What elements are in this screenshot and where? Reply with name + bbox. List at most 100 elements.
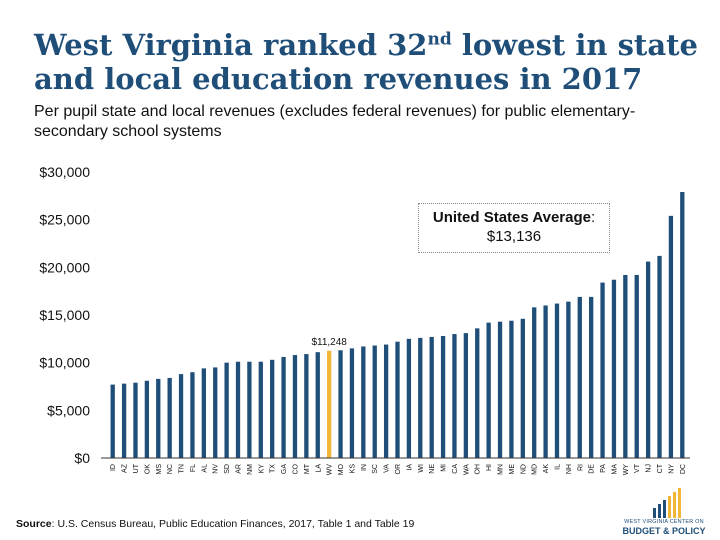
y-tick-label: $5,000 bbox=[47, 402, 90, 418]
bar-pa bbox=[600, 282, 605, 458]
x-tick-label: KS bbox=[349, 464, 356, 474]
bar-tn bbox=[178, 374, 184, 458]
x-tick-label: CO bbox=[292, 463, 299, 474]
bar-az bbox=[121, 383, 127, 458]
x-tick-label: NY bbox=[668, 464, 675, 474]
y-tick-label: $30,000 bbox=[39, 164, 90, 180]
bar-ks bbox=[349, 348, 355, 458]
bar-la bbox=[315, 352, 320, 458]
x-tick-label: TN bbox=[179, 464, 186, 473]
x-tick-label: OK bbox=[144, 464, 151, 474]
x-tick-label: IL bbox=[554, 464, 561, 470]
y-tick-label: $20,000 bbox=[39, 259, 90, 275]
y-tick-label: $25,000 bbox=[39, 212, 90, 228]
bar-ak bbox=[543, 305, 548, 458]
bar-ok bbox=[144, 380, 150, 458]
bar-vt bbox=[634, 274, 639, 458]
bar-ma bbox=[611, 279, 617, 458]
page-subtitle: Per pupil state and local revenues (excl… bbox=[34, 103, 636, 140]
x-tick-label: AL bbox=[201, 464, 208, 473]
us-average-label: United States Average bbox=[432, 209, 591, 226]
x-tick-label: WV bbox=[327, 464, 334, 476]
bar-co bbox=[292, 355, 298, 458]
x-tick-label: NV bbox=[213, 464, 220, 474]
bar-wv bbox=[327, 350, 332, 458]
x-tick-label: WY bbox=[623, 464, 630, 476]
us-average-colon: : bbox=[590, 209, 596, 226]
x-tick-label: OH bbox=[475, 464, 482, 475]
us-average-box: United States Average: $13,136 bbox=[418, 203, 610, 253]
x-tick-label: PA bbox=[600, 464, 607, 473]
logo-line-1: WEST VIRGINIA CENTER ON bbox=[624, 519, 704, 525]
bar-ia bbox=[406, 338, 412, 458]
bar-ri bbox=[577, 296, 582, 458]
source-label: Source bbox=[16, 518, 52, 530]
x-tick-label: MO bbox=[338, 463, 345, 475]
x-tick-label: AK bbox=[543, 464, 550, 474]
bar-md bbox=[532, 307, 537, 458]
bar-ut bbox=[133, 382, 138, 458]
x-tick-label: KY bbox=[258, 464, 265, 474]
bar-nh bbox=[566, 301, 571, 458]
bar-or bbox=[395, 341, 400, 458]
bar-nd bbox=[520, 318, 525, 458]
x-tick-label: LA bbox=[315, 464, 322, 473]
bar-nj bbox=[645, 261, 651, 458]
x-tick-label: VA bbox=[384, 464, 391, 473]
x-tick-label: UT bbox=[133, 463, 140, 473]
x-tick-label: NM bbox=[247, 464, 254, 475]
x-tick-label: DE bbox=[589, 464, 596, 474]
bar-al bbox=[201, 368, 206, 458]
bar-ne bbox=[429, 336, 434, 458]
x-tick-label: IA bbox=[406, 464, 413, 471]
bar-mt bbox=[304, 354, 309, 458]
bar-dc bbox=[680, 192, 685, 458]
x-tick-label: ND bbox=[520, 464, 527, 474]
bar-ca bbox=[452, 334, 457, 458]
x-tick-label: MI bbox=[441, 464, 448, 472]
bar-tx bbox=[270, 359, 275, 458]
y-tick-label: $15,000 bbox=[39, 307, 90, 323]
x-tick-label: NE bbox=[429, 464, 436, 474]
x-tick-label: MS bbox=[156, 464, 163, 475]
bar-id bbox=[110, 384, 115, 458]
bar-wi bbox=[418, 337, 423, 458]
bar-de bbox=[589, 296, 594, 458]
bar-in bbox=[361, 346, 366, 458]
bar-nc bbox=[167, 377, 172, 458]
source-text: : U.S. Census Bureau, Public Education F… bbox=[51, 518, 415, 530]
bar-ny bbox=[668, 215, 674, 458]
y-tick-label: $0 bbox=[74, 450, 90, 466]
x-tick-label: RI bbox=[577, 464, 584, 471]
bar-ct bbox=[657, 255, 662, 458]
bar-sc bbox=[372, 345, 377, 458]
source-note: Source: U.S. Census Bureau, Public Educa… bbox=[16, 518, 414, 530]
bar-il bbox=[554, 303, 560, 458]
bar-mo bbox=[338, 350, 343, 458]
bar-hi bbox=[486, 322, 491, 458]
x-tick-label: ME bbox=[509, 464, 516, 475]
wv-data-label: $11,248 bbox=[311, 337, 347, 348]
bar-wy bbox=[623, 274, 628, 458]
title-part-2: lowest in state and local education reve… bbox=[34, 28, 698, 96]
bar-ar bbox=[235, 361, 241, 458]
title-superscript: nd bbox=[427, 29, 452, 50]
bar-sd bbox=[224, 362, 229, 458]
x-tick-label: NC bbox=[167, 464, 174, 474]
bar-ms bbox=[156, 378, 161, 458]
bar-me bbox=[509, 320, 514, 458]
bar-oh bbox=[475, 328, 480, 458]
x-tick-label: OR bbox=[395, 464, 402, 475]
x-tick-label: ID bbox=[110, 464, 117, 471]
x-tick-label: NJ bbox=[646, 464, 653, 473]
x-tick-label: CT bbox=[657, 463, 664, 473]
logo-bars-icon bbox=[653, 488, 681, 518]
x-tick-label: MA bbox=[611, 464, 618, 475]
x-tick-label: GA bbox=[281, 464, 288, 474]
bar-ga bbox=[281, 356, 286, 458]
x-tick-label: IN bbox=[361, 464, 368, 471]
x-tick-label: TX bbox=[270, 464, 277, 473]
x-tick-label: MT bbox=[304, 463, 311, 474]
x-tick-label: MD bbox=[532, 464, 539, 475]
